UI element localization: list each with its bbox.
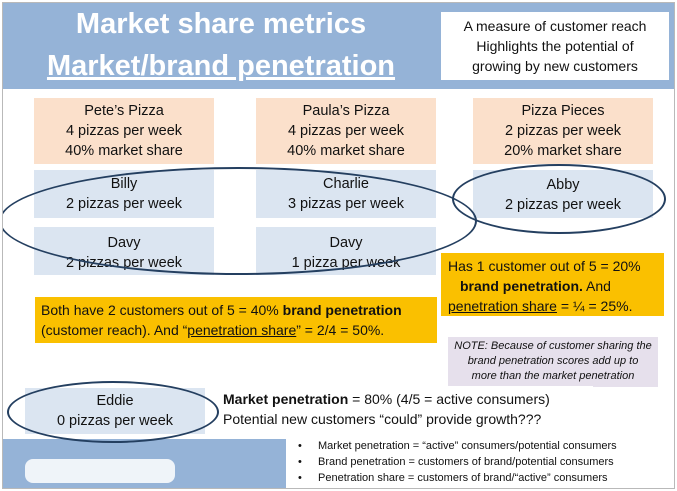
callout-text: (customer reach). And “ (41, 322, 188, 338)
oval-shared-customers (3, 167, 477, 275)
brand-name: Pizza Pieces (521, 103, 605, 119)
market-line: Potential new customers “could” provide … (223, 411, 542, 427)
callout-text: Both have 2 customers out of 5 = 40% (41, 302, 283, 318)
brand-box-paulas-pizza: Paula’s Pizza 4 pizzas per week 40% mark… (256, 98, 436, 164)
callout-text: = ¼ = 25%. (556, 298, 633, 314)
slide-title-line1: Market share metrics (75, 8, 367, 40)
callout-underline: penetration share (448, 298, 557, 314)
note-line: brand penetration scores add up to (467, 355, 639, 367)
note-line: more than the market penetration (471, 370, 635, 382)
brand-box-petes-pizza: Pete’s Pizza 4 pizzas per week 40% marke… (34, 98, 214, 164)
market-penetration-box: Market penetration = 80% (4/5 = active c… (213, 386, 593, 434)
header-note-line: A measure of customer reach (463, 18, 647, 34)
market-text: = 80% (4/5 = active consumers) (348, 391, 550, 407)
market-line: Market penetration = 80% (4/5 = active c… (223, 389, 593, 409)
callout-line: Has 1 customer out of 5 = 20% (448, 258, 641, 274)
brand-name: Paula’s Pizza (302, 103, 390, 119)
callout-both-penetration: Both have 2 customers out of 5 = 40% bra… (35, 297, 437, 343)
definition-item: Brand penetration = customers of brand/p… (298, 454, 674, 470)
footer-logo-blob (25, 459, 175, 483)
note-box: NOTE: Because of customer sharing the br… (448, 337, 658, 387)
callout-line: penetration share = ¼ = 25%. (448, 296, 664, 316)
header-note-line: Highlights the potential of (476, 38, 634, 54)
callout-pizza-pieces-penetration: Has 1 customer out of 5 = 20% brand pene… (441, 253, 664, 316)
callout-line: Both have 2 customers out of 5 = 40% bra… (41, 300, 437, 320)
definitions-list: Market penetration = “active” consumers/… (298, 438, 674, 486)
header-note-line: growing by new customers (472, 58, 638, 74)
definitions-box: Market penetration = “active” consumers/… (286, 436, 674, 488)
brand-volume: 4 pizzas per week (287, 123, 405, 139)
callout-line: (customer reach). And “penetration share… (41, 320, 437, 340)
brand-volume: 2 pizzas per week (504, 123, 622, 139)
brand-volume: 4 pizzas per week (65, 123, 183, 139)
callout-text: And (582, 278, 611, 294)
callout-line: brand penetration. And (448, 276, 664, 296)
callout-text: ” = 2/4 = 50%. (296, 322, 385, 338)
definition-item: Market penetration = “active” consumers/… (298, 438, 674, 454)
oval-abby (452, 164, 666, 234)
definition-item: Penetration share = customers of brand/“… (298, 470, 674, 486)
brand-name: Pete’s Pizza (84, 103, 164, 119)
brand-box-pizza-pieces: Pizza Pieces 2 pizzas per week 20% marke… (473, 98, 653, 164)
oval-eddie (7, 381, 219, 443)
brand-share: 40% market share (287, 143, 405, 159)
callout-bold: brand penetration. (460, 278, 583, 294)
callout-bold: brand penetration (282, 302, 402, 318)
slide-title-line2: Market/brand penetration (46, 50, 396, 82)
brand-share: 40% market share (65, 143, 183, 159)
header-note: A measure of customer reach Highlights t… (441, 12, 669, 80)
brand-share: 20% market share (504, 143, 622, 159)
market-bold: Market penetration (223, 391, 349, 407)
note-line: NOTE: Because of customer sharing the (454, 340, 652, 352)
callout-underline: penetration share (187, 322, 297, 338)
